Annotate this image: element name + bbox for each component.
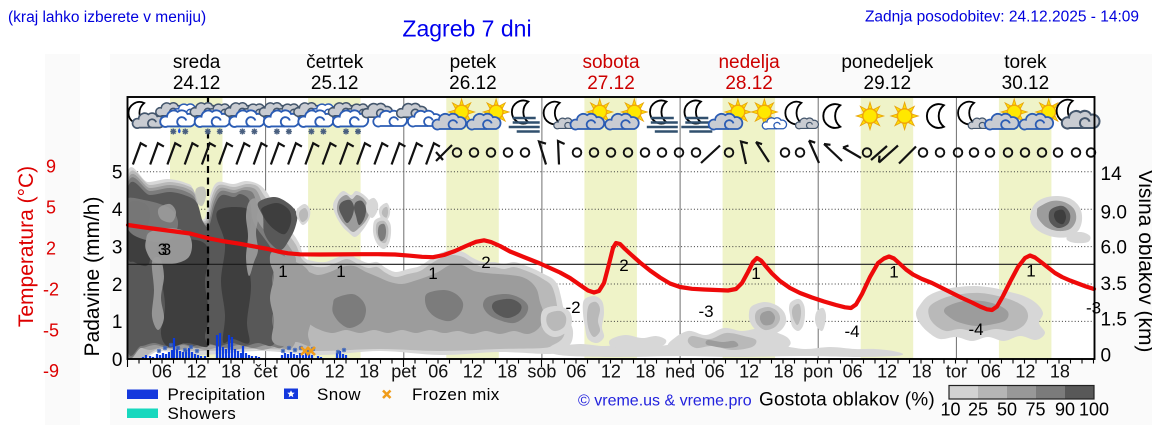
svg-text:2: 2 bbox=[112, 275, 123, 296]
svg-text:18: 18 bbox=[774, 362, 794, 382]
svg-text:Gostota oblakov (%): Gostota oblakov (%) bbox=[759, 390, 935, 411]
svg-text:3.5: 3.5 bbox=[1101, 274, 1127, 295]
svg-text:sob: sob bbox=[527, 362, 556, 382]
svg-text:ponedeljek: ponedeljek bbox=[841, 52, 933, 73]
svg-text:18: 18 bbox=[359, 362, 379, 382]
svg-text:sreda: sreda bbox=[173, 52, 221, 73]
svg-text:-9: -9 bbox=[43, 361, 59, 381]
svg-text:Frozen mix: Frozen mix bbox=[412, 385, 500, 404]
svg-text:4: 4 bbox=[112, 200, 123, 221]
svg-text:1: 1 bbox=[278, 262, 287, 281]
svg-text:-2: -2 bbox=[565, 298, 580, 317]
svg-text:18: 18 bbox=[1050, 362, 1070, 382]
svg-text:pet: pet bbox=[391, 362, 416, 382]
svg-text:Zagreb 7 dni: Zagreb 7 dni bbox=[402, 16, 531, 42]
svg-text:-4: -4 bbox=[968, 320, 983, 339]
svg-text:06: 06 bbox=[566, 362, 586, 382]
svg-text:12: 12 bbox=[1015, 362, 1035, 382]
svg-text:90: 90 bbox=[1055, 400, 1075, 420]
svg-text:Temperatura (°C): Temperatura (°C) bbox=[15, 166, 38, 327]
svg-text:čet: čet bbox=[254, 362, 278, 382]
svg-text:(kraj lahko izberete v meniju): (kraj lahko izberete v meniju) bbox=[8, 9, 206, 26]
svg-text:06: 06 bbox=[843, 362, 863, 382]
svg-text:Snow: Snow bbox=[317, 385, 361, 404]
svg-text:1: 1 bbox=[336, 262, 345, 281]
svg-text:1: 1 bbox=[1026, 262, 1035, 281]
svg-text:1: 1 bbox=[889, 263, 898, 282]
svg-text:0: 0 bbox=[112, 350, 123, 371]
svg-text:12: 12 bbox=[186, 362, 206, 382]
svg-text:10: 10 bbox=[940, 400, 960, 420]
svg-text:3: 3 bbox=[158, 240, 167, 259]
svg-text:06: 06 bbox=[428, 362, 448, 382]
svg-text:9: 9 bbox=[46, 157, 56, 177]
svg-text:nedelja: nedelja bbox=[718, 52, 780, 73]
svg-text:-4: -4 bbox=[844, 322, 859, 341]
svg-text:24.12: 24.12 bbox=[173, 73, 221, 94]
svg-text:14: 14 bbox=[1101, 164, 1123, 185]
svg-text:tor: tor bbox=[946, 362, 967, 382]
svg-text:06: 06 bbox=[152, 362, 172, 382]
svg-text:2: 2 bbox=[481, 253, 490, 272]
svg-text:5: 5 bbox=[46, 198, 56, 218]
svg-text:29.12: 29.12 bbox=[864, 73, 912, 94]
svg-text:28.12: 28.12 bbox=[725, 73, 773, 94]
svg-text:3: 3 bbox=[162, 240, 171, 259]
svg-text:0: 0 bbox=[1101, 345, 1112, 366]
svg-text:18: 18 bbox=[912, 362, 932, 382]
svg-text:Višina oblakov (km): Višina oblakov (km) bbox=[1134, 170, 1152, 353]
svg-text:06: 06 bbox=[705, 362, 725, 382]
svg-text:petek: petek bbox=[450, 52, 497, 73]
svg-text:18: 18 bbox=[497, 362, 517, 382]
svg-text:-2: -2 bbox=[43, 279, 59, 299]
svg-text:1: 1 bbox=[751, 264, 760, 283]
svg-text:Precipitation: Precipitation bbox=[168, 385, 266, 404]
svg-text:25: 25 bbox=[968, 400, 988, 420]
svg-text:9.0: 9.0 bbox=[1101, 203, 1127, 224]
svg-text:-3: -3 bbox=[1086, 299, 1101, 318]
svg-text:ned: ned bbox=[665, 362, 695, 382]
svg-text:30.12: 30.12 bbox=[1002, 73, 1050, 94]
svg-text:6.0: 6.0 bbox=[1101, 238, 1127, 259]
svg-text:25.12: 25.12 bbox=[311, 73, 359, 94]
svg-text:75: 75 bbox=[1025, 400, 1045, 420]
svg-text:-3: -3 bbox=[698, 302, 713, 321]
svg-text:18: 18 bbox=[635, 362, 655, 382]
svg-text:1: 1 bbox=[428, 264, 437, 283]
svg-text:26.12: 26.12 bbox=[449, 73, 497, 94]
svg-text:torek: torek bbox=[1004, 52, 1047, 73]
svg-text:© vreme.us & vreme.pro: © vreme.us & vreme.pro bbox=[578, 393, 752, 410]
svg-text:sobota: sobota bbox=[582, 52, 639, 73]
svg-text:06: 06 bbox=[290, 362, 310, 382]
svg-text:12: 12 bbox=[325, 362, 345, 382]
svg-text:3: 3 bbox=[112, 237, 123, 258]
svg-text:100: 100 bbox=[1079, 400, 1109, 420]
svg-text:Zadnja posodobitev: 24.12.2025: Zadnja posodobitev: 24.12.2025 - 14:09 bbox=[865, 9, 1139, 26]
svg-text:2: 2 bbox=[619, 256, 628, 275]
svg-text:18: 18 bbox=[221, 362, 241, 382]
svg-text:2: 2 bbox=[46, 239, 56, 259]
svg-text:pon: pon bbox=[803, 362, 833, 382]
svg-text:1.5: 1.5 bbox=[1101, 309, 1127, 330]
svg-text:50: 50 bbox=[997, 400, 1017, 420]
svg-text:5: 5 bbox=[112, 163, 123, 184]
svg-text:1: 1 bbox=[112, 312, 123, 333]
svg-text:12: 12 bbox=[601, 362, 621, 382]
svg-text:27.12: 27.12 bbox=[587, 73, 635, 94]
svg-text:-5: -5 bbox=[43, 320, 59, 340]
svg-text:12: 12 bbox=[877, 362, 897, 382]
svg-text:12: 12 bbox=[739, 362, 759, 382]
svg-text:12: 12 bbox=[463, 362, 483, 382]
svg-text:06: 06 bbox=[981, 362, 1001, 382]
svg-text:četrtek: četrtek bbox=[306, 52, 364, 73]
svg-text:Showers: Showers bbox=[168, 404, 237, 423]
svg-text:Padavine (mm/h): Padavine (mm/h) bbox=[81, 197, 104, 357]
